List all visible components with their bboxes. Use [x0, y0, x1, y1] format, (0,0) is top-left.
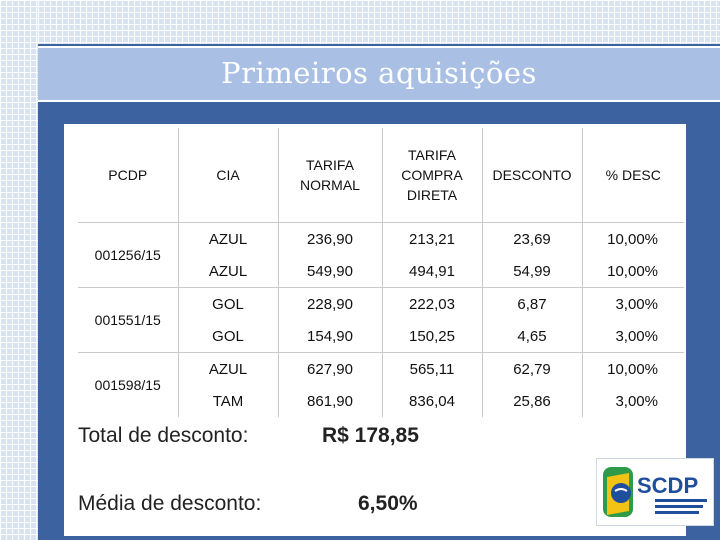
table-row: TAM 861,90 836,04 25,86 3,00% [78, 385, 684, 417]
desconto-cell: 62,79 [481, 352, 582, 385]
pct-desc-cell: 3,00% [581, 320, 684, 353]
desconto-cell: 25,86 [481, 385, 582, 417]
top-grid-decoration [38, 0, 720, 44]
tarifa-direta-cell: 836,04 [381, 385, 482, 417]
average-discount-value: 6,50% [358, 492, 418, 515]
table-row: 001598/15 AZUL 627,90 565,11 62,79 10,00… [78, 352, 684, 393]
cia-cell: GOL [177, 287, 278, 320]
desconto-cell: 54,99 [481, 255, 582, 288]
total-discount-label: Total de desconto: [78, 424, 249, 447]
pct-desc-cell: 3,00% [581, 287, 684, 320]
cia-cell: GOL [177, 320, 278, 353]
pct-desc-cell: 10,00% [581, 352, 684, 385]
tarifa-normal-cell: 627,90 [277, 352, 382, 385]
pcdp-cell: 001551/15 [78, 287, 178, 353]
header-tarifa-compra-direta: TARIFA COMPRA DIRETA [381, 128, 482, 223]
pcdp-cell: 001256/15 [78, 222, 178, 288]
slide-title: Primeiros aquisições [221, 56, 537, 90]
header-cia: CIA [177, 128, 278, 223]
cia-cell: AZUL [177, 352, 278, 385]
table-row: GOL 154,90 150,25 4,65 3,00% [78, 320, 684, 353]
tarifa-direta-cell: 565,11 [381, 352, 482, 385]
table-row: 001256/15 AZUL 236,90 213,21 23,69 10,00… [78, 222, 684, 288]
tarifa-normal-cell: 236,90 [277, 222, 382, 255]
left-grid-decoration [0, 0, 38, 540]
tarifa-direta-cell: 222,03 [381, 287, 482, 320]
pct-desc-cell: 3,00% [581, 385, 684, 417]
cia-cell: AZUL [177, 222, 278, 255]
tarifa-direta-cell: 213,21 [381, 222, 482, 255]
tarifa-direta-cell: 150,25 [381, 320, 482, 353]
title-bar [38, 46, 720, 102]
acquisitions-table: PCDP CIA TARIFA NORMAL TARIFA COMPRA DIR… [78, 128, 684, 417]
table-row: 001551/15 GOL 228,90 222,03 6,87 3,00% [78, 287, 684, 353]
table-row: AZUL 549,90 494,91 54,99 10,00% [78, 255, 684, 288]
table-header-row: PCDP CIA TARIFA NORMAL TARIFA COMPRA DIR… [78, 128, 684, 223]
logo-text: SCDP [637, 473, 698, 498]
average-discount-label: Média de desconto: [78, 492, 262, 515]
pct-desc-cell: 10,00% [581, 255, 684, 288]
desconto-cell: 4,65 [481, 320, 582, 353]
header-pct-desc: % DESC [581, 128, 684, 223]
scdp-logo-icon: SCDP [603, 467, 707, 517]
scdp-logo: SCDP [596, 458, 714, 526]
tarifa-normal-cell: 861,90 [277, 385, 382, 417]
header-pcdp: PCDP [78, 128, 178, 223]
desconto-cell: 23,69 [481, 222, 582, 255]
tarifa-direta-cell: 494,91 [381, 255, 482, 288]
total-discount-value: R$ 178,85 [322, 424, 419, 447]
pct-desc-cell: 10,00% [581, 222, 684, 255]
tarifa-normal-cell: 154,90 [277, 320, 382, 353]
cia-cell: TAM [177, 385, 278, 417]
desconto-cell: 6,87 [481, 287, 582, 320]
pcdp-cell: 001598/15 [94, 377, 161, 393]
header-desconto: DESCONTO [481, 128, 582, 223]
tarifa-normal-cell: 549,90 [277, 255, 382, 288]
header-tarifa-normal: TARIFA NORMAL [277, 128, 382, 223]
tarifa-normal-cell: 228,90 [277, 287, 382, 320]
cia-cell: AZUL [177, 255, 278, 288]
